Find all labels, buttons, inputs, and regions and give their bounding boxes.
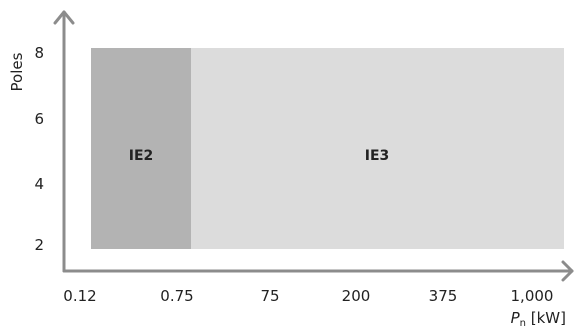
x-axis-title-unit: [kW] <box>526 309 566 327</box>
ie3-region-label: IE3 <box>365 148 390 164</box>
y-tick-label: 8 <box>34 44 44 62</box>
axes <box>53 10 574 282</box>
x-tick-label: 200 <box>342 287 371 305</box>
y-axis-arrowhead <box>53 10 75 25</box>
x-axis-title-subscript: n <box>520 318 526 329</box>
y-tick-label: 2 <box>34 236 44 254</box>
y-tick-label: 6 <box>34 110 44 128</box>
ie3-region <box>191 48 564 249</box>
x-axis-arrowhead <box>561 260 574 282</box>
y-tick-label: 4 <box>34 175 44 193</box>
x-tick-label: 0.75 <box>160 287 193 305</box>
x-tick-label: 75 <box>260 287 279 305</box>
x-tick-label: 0.12 <box>63 287 96 305</box>
ie2-region-label: IE2 <box>129 148 154 164</box>
y-axis-title: Poles <box>8 52 26 91</box>
x-axis-title: Pn [kW] <box>511 309 566 329</box>
x-tick-label: 1,000 <box>511 287 554 305</box>
ie2-region <box>91 48 191 249</box>
x-tick-label: 375 <box>429 287 458 305</box>
x-axis-title-symbol: P <box>511 309 521 327</box>
